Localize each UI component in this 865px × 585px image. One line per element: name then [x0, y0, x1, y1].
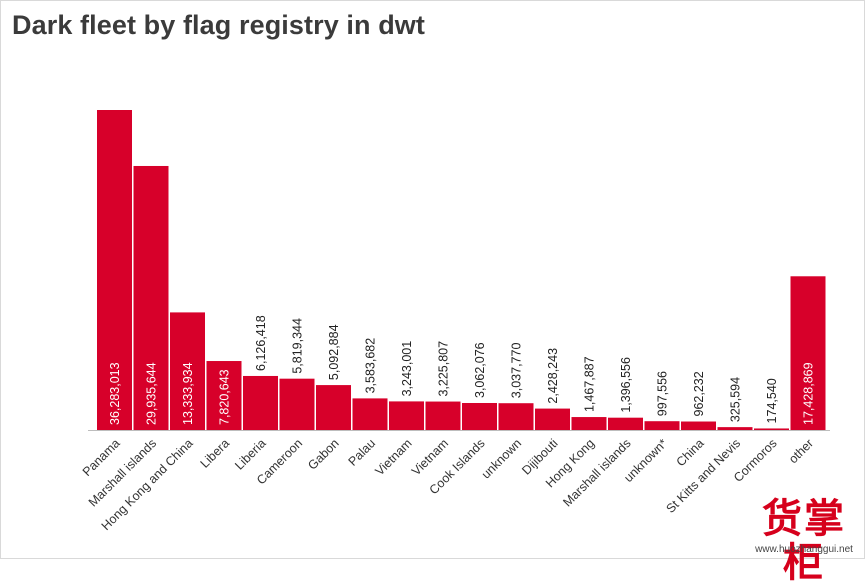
bar-value-label: 3,583,682 [364, 338, 378, 394]
bar [133, 165, 169, 431]
bar-value-label: 6,126,418 [254, 315, 268, 371]
bar [316, 385, 351, 430]
category-tick-label: Vietnam [372, 436, 414, 478]
bar [717, 427, 753, 430]
bar-value-label: 7,820,643 [218, 369, 232, 425]
bar [425, 401, 461, 430]
watermark-text: 货掌柜 [762, 497, 846, 585]
bar [352, 398, 388, 430]
watermark-logo: 货掌柜 www.huozhanggui.net [749, 495, 859, 585]
bar-value-label: 997,556 [656, 371, 670, 416]
bar [754, 428, 789, 430]
bar-value-label: 5,819,344 [291, 318, 305, 374]
bar [790, 276, 826, 430]
bar-value-label: 2,428,243 [546, 348, 560, 404]
bar [170, 312, 205, 430]
bar [206, 361, 242, 430]
bar [389, 401, 424, 430]
bar-value-label: 36,283,013 [108, 362, 122, 425]
watermark-url: www.huozhanggui.net [755, 544, 853, 555]
bar [644, 421, 680, 430]
bar-value-label: 174,540 [765, 378, 779, 423]
bar-value-label: 1,467,887 [583, 356, 597, 412]
bar [498, 403, 534, 430]
bar [681, 421, 716, 430]
bar-value-label: 5,092,884 [327, 324, 341, 380]
bar [97, 110, 132, 430]
bar-value-label: 3,243,001 [400, 341, 414, 397]
chart-title: Dark fleet by flag registry in dwt [12, 10, 426, 40]
bar-value-label: 3,037,770 [510, 343, 524, 399]
bar-value-label: 29,935,644 [145, 362, 159, 425]
category-tick-label: other [786, 436, 816, 466]
bar [279, 378, 315, 430]
bar [462, 402, 497, 430]
category-tick-label: Palau [346, 436, 379, 469]
bar-value-label: 1,396,556 [619, 357, 633, 413]
bar-value-label: 962,232 [692, 371, 706, 416]
bar-value-label: 13,333,934 [181, 362, 195, 425]
bar-value-label: 3,062,076 [473, 342, 487, 398]
bar [571, 417, 607, 430]
category-tick-label: Gabon [305, 436, 341, 472]
category-tick-label: Libera [198, 436, 233, 471]
bar-value-label: 325,594 [729, 377, 743, 422]
category-tick-label: unknown [479, 436, 524, 481]
category-tick-label: China [674, 436, 707, 469]
bar [535, 408, 570, 430]
bar-value-label: 3,225,807 [437, 341, 451, 397]
bar-value-label: 17,428,869 [802, 362, 816, 425]
bar [608, 417, 643, 430]
bar [243, 375, 278, 430]
